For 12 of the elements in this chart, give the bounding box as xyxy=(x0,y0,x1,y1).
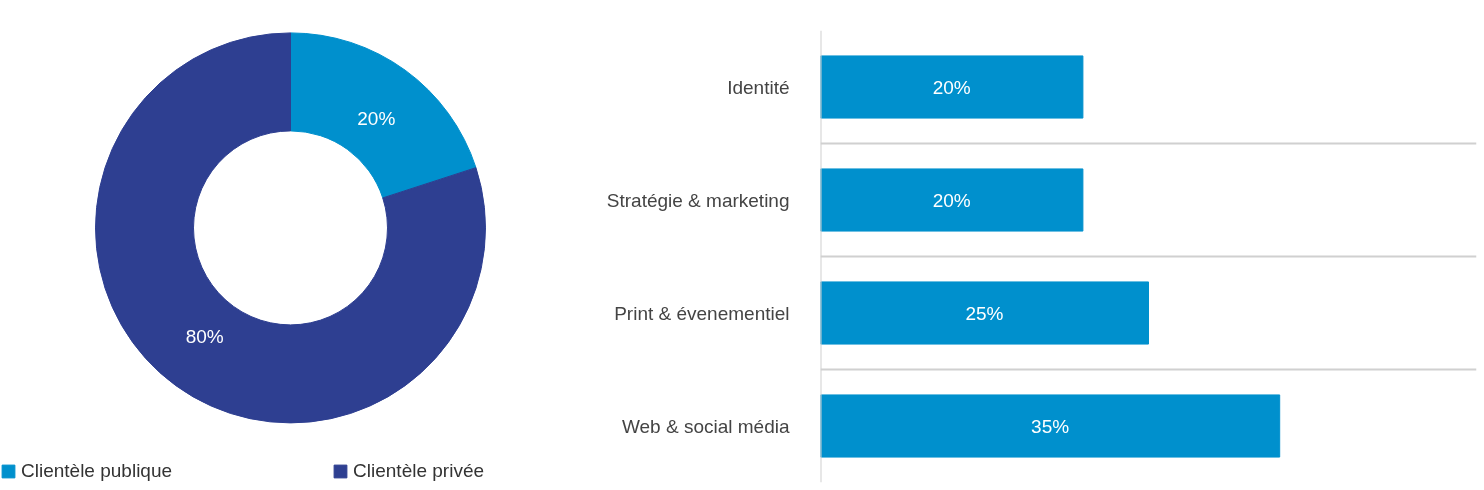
data-label: 80% xyxy=(185,326,224,348)
legend-label: Clientèle publique xyxy=(21,460,173,482)
data-label: 20% xyxy=(932,76,971,98)
data-label: 35% xyxy=(1031,415,1070,437)
y-tick-label: Print & évenementiel xyxy=(614,302,790,324)
legend-label: Clientèle privée xyxy=(353,460,485,482)
y-tick-label: Web & social média xyxy=(621,415,790,437)
y-tick-label: Identité xyxy=(727,76,790,98)
data-label: 20% xyxy=(932,189,971,211)
data-label: 25% xyxy=(965,302,1004,324)
data-label: 20% xyxy=(357,108,396,130)
y-tick-label: Stratégie & marketing xyxy=(606,189,790,211)
